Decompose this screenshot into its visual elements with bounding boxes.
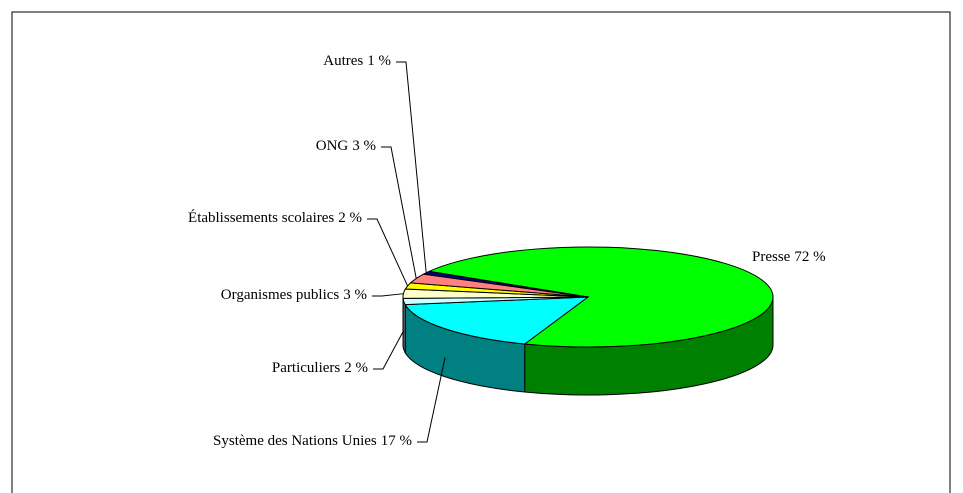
label-value: 2 % (338, 210, 362, 226)
label-category: Organismes publics (221, 287, 340, 303)
label-category: Système des Nations Unies (213, 433, 377, 449)
label-category: Particuliers (272, 360, 340, 376)
label-value: 17 % (381, 433, 412, 449)
data-label: Organismes publics 3 % (221, 287, 367, 303)
chart-frame (11, 11, 951, 493)
data-label: Établissements scolaires 2 % (188, 209, 362, 226)
data-label: Autres 1 % (323, 53, 391, 69)
label-value: 3 % (343, 287, 367, 303)
data-label: Particuliers 2 % (272, 360, 368, 376)
label-category: Autres (323, 53, 363, 69)
leader-line (396, 61, 427, 273)
label-category: Presse (752, 249, 791, 265)
leader-line (372, 293, 404, 297)
leader-line (381, 146, 417, 279)
pie-slice (421, 270, 589, 298)
data-label: Presse 72 % (752, 249, 826, 265)
pie-tops (402, 246, 774, 348)
leader-line (373, 330, 405, 370)
label-category: Établissements scolaires (188, 209, 334, 226)
leader-line (367, 218, 409, 287)
pie-slice (427, 246, 774, 348)
label-value: 72 % (794, 249, 825, 265)
data-label: ONG 3 % (316, 138, 376, 154)
data-label: Système des Nations Unies 17 % (213, 433, 412, 449)
label-category: ONG (316, 138, 349, 154)
pie-slice (404, 296, 590, 345)
leader-line (417, 357, 446, 443)
label-value: 2 % (344, 360, 368, 376)
label-value: 1 % (367, 53, 391, 69)
label-value: 3 % (352, 138, 376, 154)
